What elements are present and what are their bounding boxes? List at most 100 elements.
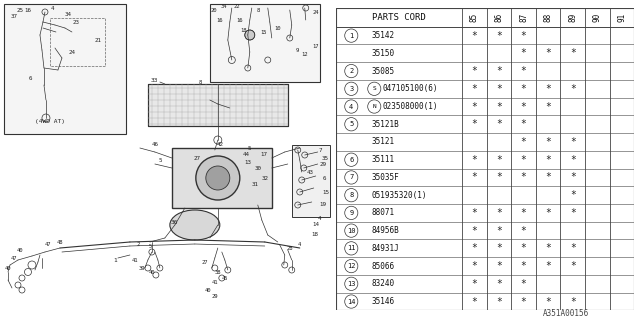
- Text: *: *: [520, 297, 527, 307]
- Bar: [148, 84, 288, 126]
- Text: 16: 16: [237, 18, 243, 22]
- Text: *: *: [496, 119, 502, 129]
- Text: 86: 86: [495, 13, 504, 22]
- Text: *: *: [570, 172, 575, 182]
- Text: *: *: [545, 297, 551, 307]
- Text: 6: 6: [323, 175, 326, 180]
- Text: 7: 7: [319, 148, 323, 153]
- Text: 85066: 85066: [371, 261, 394, 271]
- Text: 28: 28: [287, 245, 293, 251]
- Text: 6: 6: [349, 157, 353, 163]
- Text: *: *: [496, 261, 502, 271]
- Text: 047105100(6): 047105100(6): [382, 84, 438, 93]
- Text: 12: 12: [301, 52, 308, 58]
- Text: 25: 25: [17, 7, 24, 12]
- Text: 13: 13: [347, 281, 356, 287]
- Text: *: *: [570, 261, 575, 271]
- Text: 7: 7: [349, 174, 353, 180]
- Text: 27: 27: [193, 156, 200, 161]
- Text: 5: 5: [148, 244, 152, 249]
- Text: 88071: 88071: [371, 208, 394, 217]
- Text: 17: 17: [312, 44, 319, 49]
- Text: *: *: [496, 172, 502, 182]
- Text: 23: 23: [72, 20, 79, 25]
- Text: *: *: [520, 279, 527, 289]
- Text: *: *: [520, 208, 527, 218]
- Text: 31: 31: [252, 182, 259, 188]
- Text: 24: 24: [312, 10, 319, 14]
- Text: *: *: [520, 48, 527, 58]
- Text: *: *: [570, 297, 575, 307]
- Text: 45: 45: [221, 276, 228, 281]
- Text: 35146: 35146: [371, 297, 394, 306]
- Text: *: *: [520, 84, 527, 94]
- Circle shape: [244, 30, 255, 40]
- Text: 023508000(1): 023508000(1): [382, 102, 438, 111]
- Text: *: *: [545, 243, 551, 253]
- Text: *: *: [545, 208, 551, 218]
- Text: 13: 13: [244, 159, 252, 164]
- Text: 40: 40: [205, 287, 211, 292]
- Bar: [210, 4, 320, 82]
- Text: S: S: [372, 86, 376, 91]
- Text: 39: 39: [139, 266, 145, 270]
- Text: 85: 85: [470, 13, 479, 22]
- Text: 16: 16: [216, 18, 223, 22]
- Text: *: *: [472, 172, 477, 182]
- Text: *: *: [472, 31, 477, 41]
- Text: PARTS CORD: PARTS CORD: [372, 13, 426, 22]
- Text: 10: 10: [275, 26, 281, 30]
- Text: 24: 24: [68, 50, 76, 54]
- Text: *: *: [545, 172, 551, 182]
- Text: *: *: [472, 155, 477, 165]
- Text: 35150: 35150: [371, 49, 394, 58]
- Text: 36: 36: [171, 220, 179, 225]
- Text: 44: 44: [243, 153, 250, 157]
- Text: 42: 42: [216, 142, 223, 148]
- Text: 21: 21: [95, 37, 101, 43]
- Text: 34: 34: [65, 12, 72, 17]
- Text: 83240: 83240: [371, 279, 394, 288]
- Text: 87: 87: [519, 13, 528, 22]
- Text: 5: 5: [349, 121, 353, 127]
- Text: 9: 9: [295, 47, 298, 52]
- Text: *: *: [472, 279, 477, 289]
- Text: *: *: [545, 261, 551, 271]
- Text: 15: 15: [260, 29, 267, 35]
- Bar: [4, 4, 126, 134]
- Text: 14: 14: [347, 299, 356, 305]
- Text: 35035F: 35035F: [371, 173, 399, 182]
- Text: 41: 41: [212, 279, 218, 284]
- Text: *: *: [496, 84, 502, 94]
- Text: 29: 29: [319, 163, 326, 167]
- Text: *: *: [520, 172, 527, 182]
- Text: *: *: [496, 243, 502, 253]
- Text: (4WD AT): (4WD AT): [35, 119, 65, 124]
- Text: 41: 41: [132, 258, 138, 262]
- Text: 35142: 35142: [371, 31, 394, 40]
- Text: *: *: [520, 101, 527, 112]
- Text: N: N: [372, 104, 376, 109]
- Text: 16: 16: [24, 7, 31, 12]
- Text: *: *: [545, 137, 551, 147]
- Text: 35: 35: [321, 156, 328, 161]
- Text: *: *: [545, 84, 551, 94]
- Text: *: *: [472, 297, 477, 307]
- Bar: [148, 84, 288, 126]
- Text: *: *: [496, 101, 502, 112]
- Text: 47: 47: [45, 242, 51, 246]
- Text: 46: 46: [152, 142, 158, 148]
- Text: 84931J: 84931J: [371, 244, 399, 253]
- Text: *: *: [496, 31, 502, 41]
- Text: 1: 1: [349, 33, 353, 39]
- Text: *: *: [520, 137, 527, 147]
- Text: 4: 4: [50, 5, 54, 11]
- Text: *: *: [496, 155, 502, 165]
- Text: 35085: 35085: [371, 67, 394, 76]
- Text: 12: 12: [347, 263, 356, 269]
- Text: *: *: [520, 155, 527, 165]
- Bar: [292, 145, 330, 217]
- Text: 8: 8: [198, 79, 202, 84]
- Ellipse shape: [170, 210, 220, 240]
- Text: 35121B: 35121B: [371, 120, 399, 129]
